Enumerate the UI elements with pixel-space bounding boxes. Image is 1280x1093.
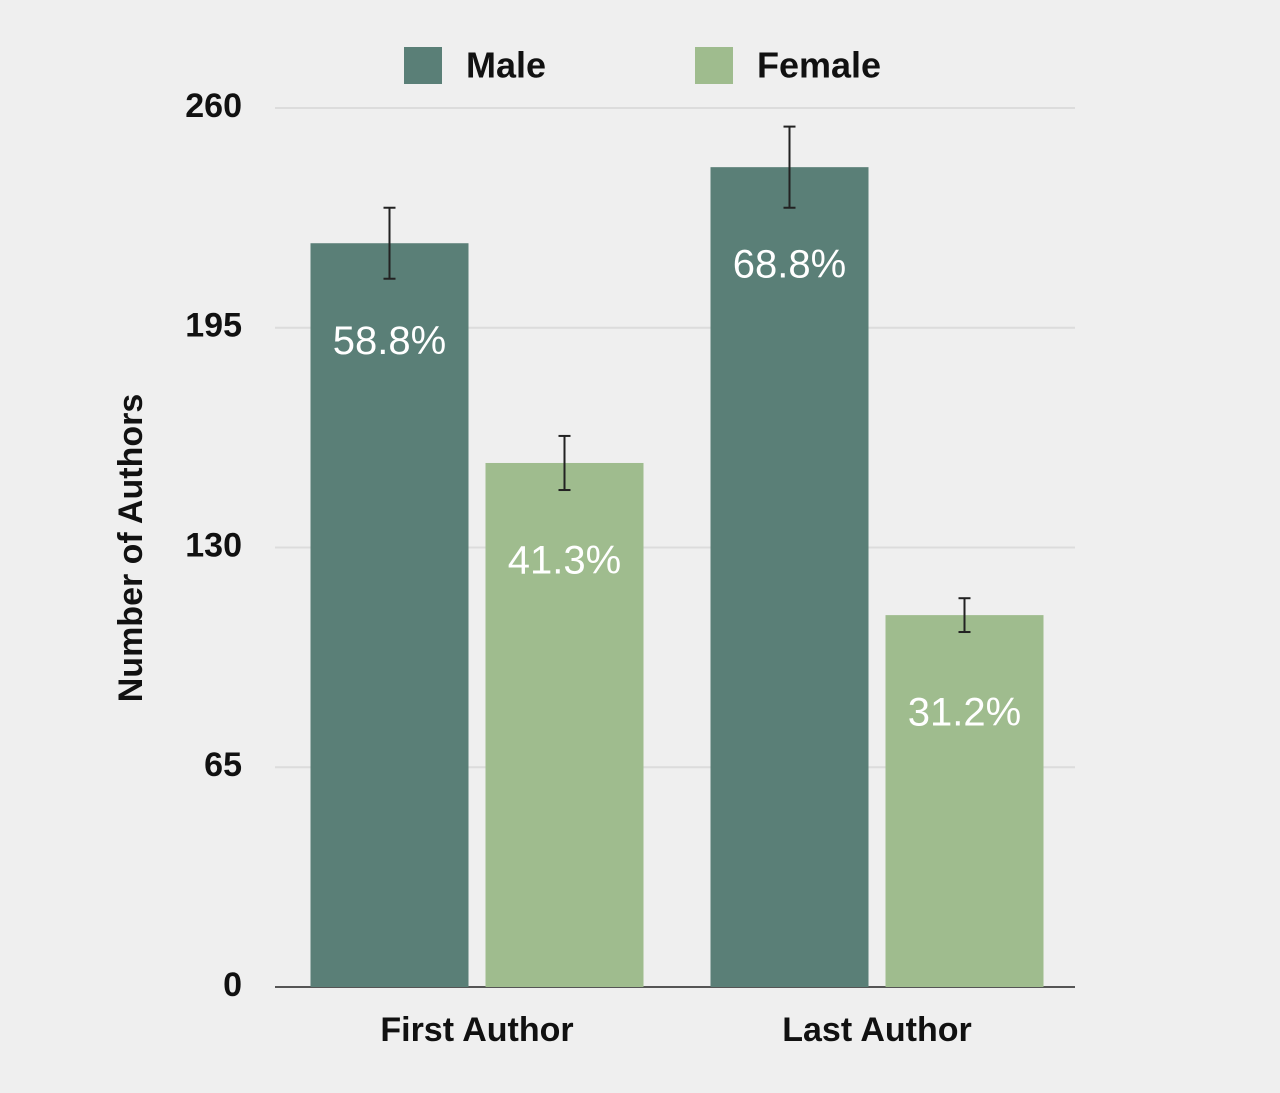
legend-label: Female [757,45,881,86]
bar [710,167,869,988]
y-axis-label: Number of Authors [112,394,150,703]
bar [885,615,1044,987]
y-tick-label: 260 [185,87,242,125]
y-tick-label: 130 [185,526,242,564]
legend-swatch [695,47,733,84]
legend-label: Male [466,45,546,86]
value-label: 68.8% [733,243,846,287]
y-tick-label: 0 [223,966,242,1004]
bar [310,243,469,987]
bar [485,462,644,987]
value-label: 31.2% [908,691,1021,735]
y-tick-label: 195 [185,307,242,345]
x-tick-label: First Author [380,1011,573,1049]
y-tick-label: 65 [204,746,242,784]
value-label: 58.8% [333,319,446,363]
value-label: 41.3% [508,539,621,583]
legend-swatch [404,47,442,84]
x-tick-label: Last Author [782,1011,972,1049]
